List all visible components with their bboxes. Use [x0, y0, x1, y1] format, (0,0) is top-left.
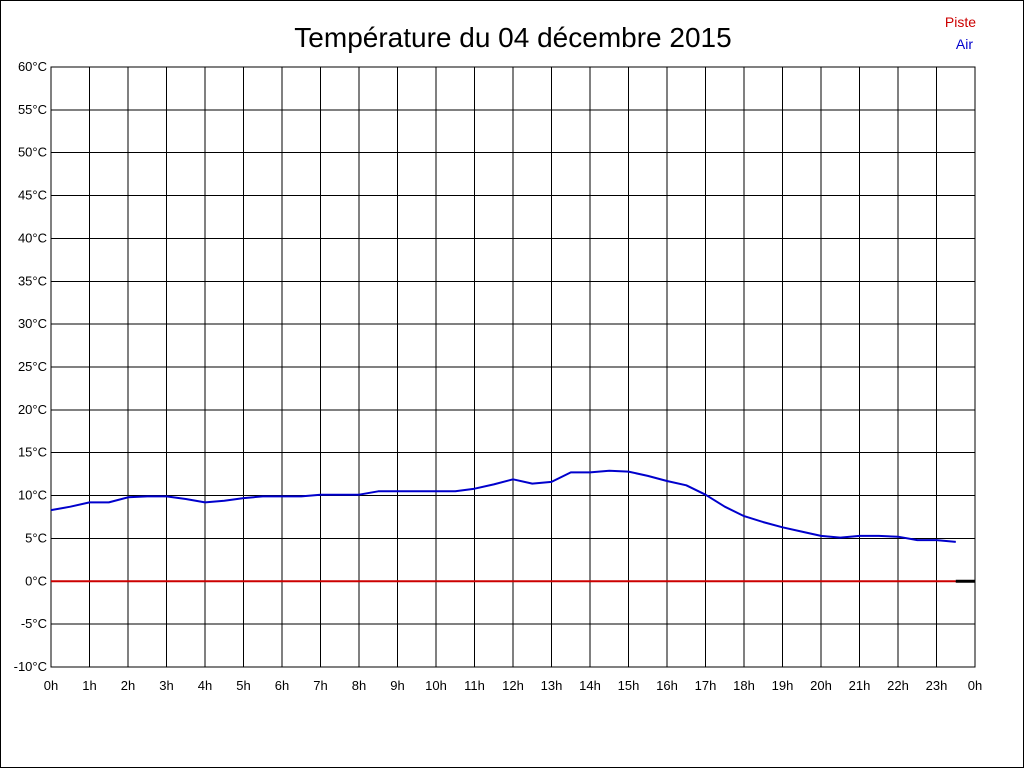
- x-tick-label: 16h: [656, 678, 678, 693]
- x-tick-label: 13h: [541, 678, 563, 693]
- y-tick-label: 25°C: [18, 359, 47, 374]
- grid: [50, 66, 976, 668]
- x-tick-label: 3h: [159, 678, 173, 693]
- x-tick-label: 17h: [695, 678, 717, 693]
- y-tick-label: 15°C: [18, 445, 47, 460]
- y-tick-label: -10°C: [14, 659, 47, 674]
- x-tick-label: 8h: [352, 678, 366, 693]
- x-tick-label: 2h: [121, 678, 135, 693]
- x-tick-label: 4h: [198, 678, 212, 693]
- y-tick-label: 45°C: [18, 188, 47, 203]
- y-axis-ticks: 60°C 55°C 50°C 45°C 40°C 35°C 30°C 25°C 20°C 15°C…: [14, 59, 47, 674]
- y-tick-label: 35°C: [18, 273, 47, 288]
- legend-entry-piste: Piste: [945, 14, 976, 30]
- legend-entry-air: Air: [956, 36, 973, 52]
- x-tick-label: 22h: [887, 678, 909, 693]
- x-tick-label: 10h: [425, 678, 447, 693]
- y-tick-label: 50°C: [18, 145, 47, 160]
- x-tick-label: 0h: [44, 678, 58, 693]
- series-layer: [50, 469, 975, 583]
- series-line-air: [50, 469, 956, 543]
- y-tick-label: 30°C: [18, 316, 47, 331]
- x-tick-label: 0h: [968, 678, 982, 693]
- y-tick-label: 0°C: [25, 573, 47, 588]
- plot-area-border: [50, 66, 976, 668]
- y-tick-label: 60°C: [18, 59, 47, 74]
- x-axis-ticks: 0h 1h 2h 3h 4h 5h 6h 7h 8h 9h 10h 11h 12h 13h 14h 15h 16…: [44, 678, 982, 693]
- x-tick-label: 9h: [390, 678, 404, 693]
- x-tick-label: 14h: [579, 678, 601, 693]
- x-tick-label: 5h: [236, 678, 250, 693]
- x-tick-label: 11h: [464, 678, 485, 693]
- y-tick-label: -5°C: [21, 616, 47, 631]
- y-tick-label: 5°C: [25, 530, 47, 545]
- x-tick-label: 20h: [810, 678, 832, 693]
- x-tick-label: 19h: [772, 678, 794, 693]
- x-tick-label: 6h: [275, 678, 289, 693]
- y-tick-label: 55°C: [18, 102, 47, 117]
- chart-title: Température du 04 décembre 2015: [294, 22, 731, 53]
- y-tick-label: 20°C: [18, 402, 47, 417]
- x-tick-label: 1h: [82, 678, 96, 693]
- x-tick-label: 7h: [313, 678, 327, 693]
- y-tick-label: 10°C: [18, 488, 47, 503]
- x-tick-label: 15h: [618, 678, 640, 693]
- x-tick-label: 23h: [926, 678, 948, 693]
- x-tick-label: 12h: [502, 678, 524, 693]
- x-tick-label: 18h: [733, 678, 755, 693]
- x-tick-label: 21h: [849, 678, 871, 693]
- y-tick-label: 40°C: [18, 230, 47, 245]
